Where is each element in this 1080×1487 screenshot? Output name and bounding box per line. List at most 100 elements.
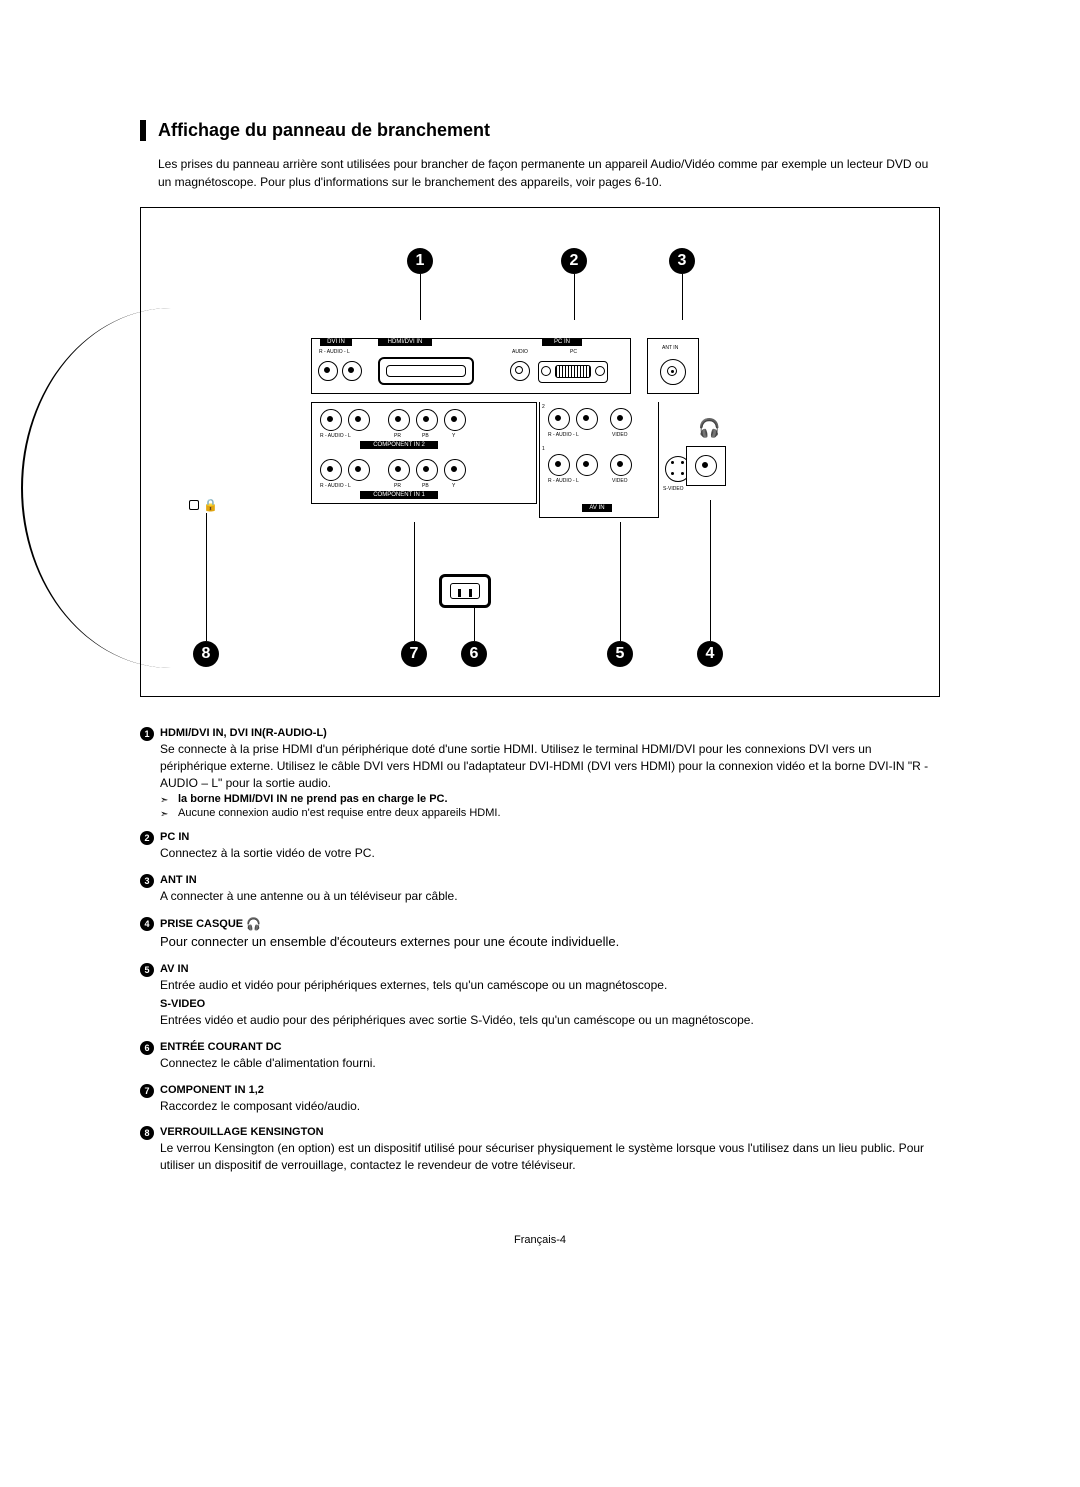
label-y: Y [452,483,455,489]
headphone-jack [695,455,717,477]
callout-5: 5 [607,522,633,667]
label-pb: PB [422,483,429,489]
page-footer: Français-4 [140,1234,940,1246]
panel-component: R - AUDIO - L PR PB Y COMPONENT IN 2 R -… [311,402,537,504]
item-number: 6 [140,1041,154,1055]
callout-number: 6 [461,641,487,667]
item-number: 3 [140,874,154,888]
label-r-audio-l: R - AUDIO - L [320,483,351,489]
label-r-audio-l: R - AUDIO - L [319,349,350,355]
panel-headphone [686,446,726,486]
callout-number: 7 [401,641,427,667]
rca-jack [576,454,598,476]
panel-ant-in: ANT IN [647,338,699,394]
panel-av-in: 2 R - AUDIO - L VIDEO 1 R - AUDIO - L VI… [539,402,659,518]
callout-4: 4 [697,500,723,667]
rca-jack [388,409,410,431]
label-pc-in: PC IN [542,338,582,346]
label-s-video: S-VIDEO [663,486,684,492]
title-block: Affichage du panneau de branchement [140,120,940,141]
rca-jack [388,459,410,481]
leader-line [420,274,421,320]
callout-number: 2 [561,248,587,274]
list-item: 7 COMPONENT IN 1,2 Raccordez le composan… [160,1084,940,1115]
rca-jack [348,409,370,431]
arrow-icon: ➣ [160,809,168,820]
item-body: Pour connecter un ensemble d'écouteurs e… [160,933,940,951]
label-r-audio-l: R - AUDIO - L [548,478,579,484]
list-item: 3 ANT IN A connecter à une antenne ou à … [160,874,940,905]
label-ant-in: ANT IN [662,345,678,351]
lock-icon: 🔒 [203,498,218,512]
label-r-audio-l: R - AUDIO - L [548,432,579,438]
item-title: HDMI/DVI IN, DVI IN(R-AUDIO-L) [160,727,940,739]
description-list: 1 HDMI/DVI IN, DVI IN(R-AUDIO-L) Se conn… [140,727,940,1174]
leader-line [414,522,415,641]
label-pr: PR [394,483,401,489]
note-text: la borne HDMI/DVI IN ne prend pas en cha… [178,793,448,805]
rca-jack [548,408,570,430]
list-item: 1 HDMI/DVI IN, DVI IN(R-AUDIO-L) Se conn… [160,727,940,819]
note-line: ➣Aucune connexion audio n'est requise en… [160,807,940,819]
callout-6: 6 [461,606,487,667]
callout-7: 7 [401,522,427,667]
item-sub-body: Entrées vidéo et audio pour des périphér… [160,1012,940,1029]
leader-line [710,500,711,641]
item-body: Raccordez le composant vidéo/audio. [160,1098,940,1115]
note-line: ➣ la borne HDMI/DVI IN ne prend pas en ch… [160,793,940,805]
label-r-audio-l: R - AUDIO - L [320,433,351,439]
ant-jack [660,359,686,385]
label-pb: PB [422,433,429,439]
callout-3: 3 [669,248,695,320]
rca-jack [318,361,338,381]
item-number: 5 [140,963,154,977]
arrow-icon: ➣ [160,795,168,806]
hdmi-port [378,357,474,385]
item-title: PC IN [160,831,940,843]
rca-jack [610,408,632,430]
list-item: 5 AV IN Entrée audio et vidéo pour périp… [160,963,940,1029]
rca-jack [320,409,342,431]
leader-line [574,274,575,320]
item-body: Connectez le câble d'alimentation fourni… [160,1055,940,1072]
list-item: 4 PRISE CASQUE 🎧 Pour connecter un ensem… [160,917,940,951]
leader-line [682,274,683,320]
leader-line [474,606,475,641]
list-item: 6 ENTRÉE COURANT DC Connectez le câble d… [160,1041,940,1072]
page-title: Affichage du panneau de branchement [158,120,490,140]
label-pc: PC [570,349,577,355]
chassis-curve [21,308,321,668]
item-body: Le verrou Kensington (en option) est un … [160,1140,940,1174]
label-hdmi-dvi-in: HDMI/DVI IN [378,338,432,346]
rca-jack [348,459,370,481]
item-body: Connectez à la sortie vidéo de votre PC. [160,845,940,862]
leader-line [620,522,621,641]
label-component-in-2: COMPONENT IN 2 [360,441,438,449]
callout-number: 4 [697,641,723,667]
label-two: 2 [542,404,545,410]
item-title: AV IN [160,963,940,975]
item-number: 1 [140,727,154,741]
rca-jack [444,409,466,431]
rca-jack [320,459,342,481]
item-title: PRISE CASQUE 🎧 [160,917,940,931]
item-subtitle: S-VIDEO [160,998,940,1010]
label-dvi-in: DVI IN [320,338,352,346]
rca-jack [416,409,438,431]
rca-jack [610,454,632,476]
label-component-in-1: COMPONENT IN 1 [360,491,438,499]
callout-2: 2 [561,248,587,320]
headphone-icon: 🎧 [246,917,261,931]
audio-jack [510,361,530,381]
item-title: VERROUILLAGE KENSINGTON [160,1126,940,1138]
connection-panel-diagram: 1 2 3 8 7 6 5 4 [140,207,940,697]
callout-number: 1 [407,248,433,274]
rca-jack [576,408,598,430]
rca-jack [548,454,570,476]
item-body: A connecter à une antenne ou à un télévi… [160,888,940,905]
document-page: Affichage du panneau de branchement Les … [0,0,1080,1306]
headphone-icon: 🎧 [698,418,720,439]
callout-number: 5 [607,641,633,667]
list-item: 2 PC IN Connectez à la sortie vidéo de v… [160,831,940,862]
item-title: COMPONENT IN 1,2 [160,1084,940,1096]
